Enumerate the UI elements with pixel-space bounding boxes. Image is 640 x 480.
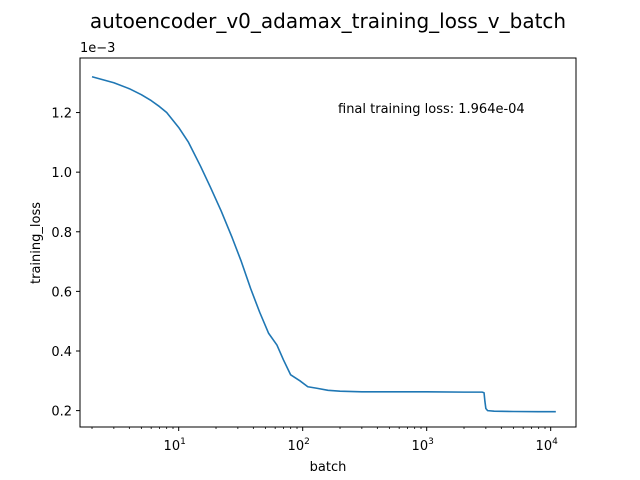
x-tick-label: 103 [412, 437, 434, 454]
data-point [159, 106, 161, 108]
data-point [481, 391, 483, 393]
data-point [389, 391, 391, 393]
data-point [91, 76, 93, 78]
data-point [268, 332, 270, 334]
y-tick-label: 1.0 [51, 166, 72, 181]
data-point [316, 387, 318, 389]
y-tick-label: 0.8 [51, 226, 72, 241]
y-axis-ticks: 0.2 0.4 0.6 0.8 1.0 1.2 [51, 107, 80, 420]
data-point [538, 411, 540, 413]
x-axis-label: batch [310, 460, 347, 475]
data-point [484, 401, 486, 403]
x-tick-label: 102 [288, 437, 310, 454]
y-tick-label: 1.2 [51, 107, 72, 122]
data-point [463, 391, 465, 393]
data-point [178, 127, 180, 129]
data-point [487, 410, 489, 412]
data-point [241, 261, 243, 263]
data-point [220, 210, 222, 212]
x-tick-label: 101 [164, 437, 186, 454]
x-tick-label: 104 [536, 437, 559, 454]
training-loss-line [91, 76, 556, 413]
data-point [555, 411, 557, 413]
data-point [283, 359, 285, 361]
data-point [276, 344, 278, 346]
data-point [493, 410, 495, 412]
data-point [129, 88, 131, 90]
data-point [426, 391, 428, 393]
data-point [200, 165, 202, 167]
data-point [150, 100, 152, 102]
plot-area-frame [79, 57, 577, 428]
data-point [231, 237, 233, 239]
y-tick-label: 0.4 [51, 345, 72, 360]
x-axis-ticks: 101 102 103 104 [91, 427, 559, 454]
data-point [483, 392, 485, 394]
data-point [188, 142, 190, 144]
series-layer [91, 76, 556, 413]
data-point [210, 186, 212, 188]
data-point [485, 408, 487, 410]
data-point [141, 94, 143, 96]
y-tick-label: 0.6 [51, 285, 72, 300]
chart-title: autoencoder_v0_adamax_training_loss_v_ba… [90, 9, 566, 33]
data-point [307, 386, 309, 388]
y-axis-label: training_loss [29, 202, 44, 284]
y-axis-offset-label: 1e−3 [80, 41, 115, 56]
data-point [513, 411, 515, 413]
data-point [299, 380, 301, 382]
data-point [113, 82, 115, 84]
data-point [327, 390, 329, 392]
data-point [290, 374, 292, 376]
data-point [339, 390, 341, 392]
data-point [250, 288, 252, 290]
final-loss-annotation: final training loss: 1.964e-04 [338, 102, 525, 117]
data-point [361, 391, 363, 393]
y-tick-label: 0.2 [51, 405, 72, 420]
data-point [166, 112, 168, 114]
data-point [259, 311, 261, 313]
